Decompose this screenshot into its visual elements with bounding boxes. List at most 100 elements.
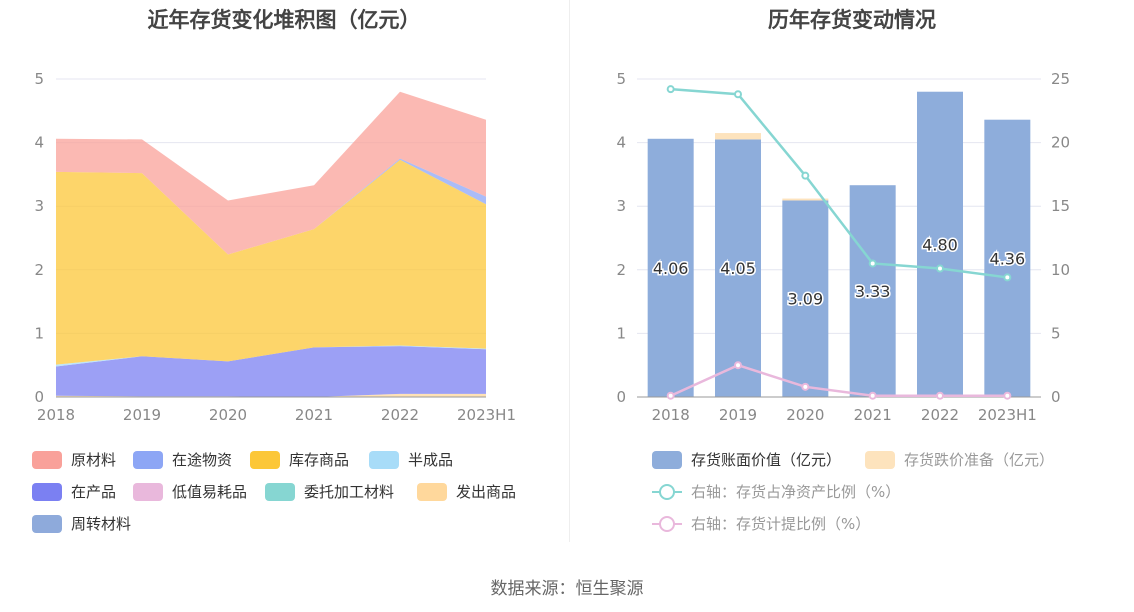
bar-provision bbox=[782, 198, 829, 201]
panel-divider bbox=[569, 0, 570, 542]
right-y-tick-label: 5 bbox=[616, 70, 626, 88]
legend-label: 周转材料 bbox=[71, 515, 132, 533]
right-x-tick-label: 2023H1 bbox=[978, 406, 1037, 424]
point-inventory-ratio bbox=[868, 259, 877, 268]
bar-data-label: 4.05 bbox=[720, 259, 756, 278]
left-x-tick-label: 2019 bbox=[123, 406, 161, 424]
area-库存商品 bbox=[56, 159, 486, 365]
right-y-tick-label: 3 bbox=[616, 197, 626, 215]
bar-book-value bbox=[849, 185, 896, 397]
bar-data-label: 3.33 bbox=[855, 282, 891, 301]
legend-swatch bbox=[32, 450, 62, 469]
right-x-tick-label: 2021 bbox=[854, 406, 892, 424]
right-y2-tick-label: 20 bbox=[1051, 134, 1070, 152]
legend-item-provision-ratio[interactable]: 右轴：存货计提比例（%） bbox=[652, 513, 870, 534]
left-x-tick-label: 2022 bbox=[381, 406, 419, 424]
bar-book-value bbox=[984, 119, 1031, 397]
legend-label: 存货账面价值（亿元） bbox=[691, 451, 842, 469]
left-y-tick-label: 0 bbox=[34, 388, 44, 406]
left-chart-title: 近年存货变化堆积图（亿元） bbox=[147, 8, 421, 32]
point-provision-ratio bbox=[1003, 391, 1012, 400]
bar-provision bbox=[715, 133, 761, 140]
bar-data-label: 4.36 bbox=[990, 249, 1026, 268]
bar-data-label: 4.80 bbox=[922, 235, 958, 254]
legend-item-book-value[interactable]: 存货账面价值（亿元） bbox=[652, 449, 841, 470]
legend-label: 在产品 bbox=[71, 483, 117, 501]
right-x-tick-label: 2019 bbox=[719, 406, 757, 424]
legend-swatch bbox=[133, 450, 163, 469]
left-x-tick-label: 2020 bbox=[209, 406, 247, 424]
point-provision-ratio bbox=[801, 382, 810, 391]
legend-item-在产品[interactable]: 在产品 bbox=[32, 481, 116, 502]
bar-book-value bbox=[715, 139, 761, 398]
legend-label: 原材料 bbox=[71, 451, 117, 469]
left-y-tick-label: 5 bbox=[34, 70, 44, 88]
area-原材料 bbox=[56, 91, 486, 255]
right-y-tick-label: 1 bbox=[616, 324, 626, 342]
legend-item-原材料[interactable]: 原材料 bbox=[32, 449, 116, 470]
legend-item-inventory-ratio[interactable]: 右轴：存货占净资产比例（%） bbox=[652, 481, 900, 502]
right-x-tick-label: 2018 bbox=[652, 406, 690, 424]
left-y-tick-label: 3 bbox=[34, 197, 44, 215]
line-provision-ratio bbox=[670, 363, 1008, 397]
legend-item-发出商品[interactable]: 发出商品 bbox=[417, 481, 516, 502]
point-inventory-ratio bbox=[936, 264, 944, 273]
legend-swatch bbox=[417, 482, 447, 501]
legend-swatch bbox=[865, 450, 895, 469]
legend-swatch bbox=[369, 450, 399, 469]
legend-item-在途物资[interactable]: 在途物资 bbox=[133, 449, 232, 470]
legend-label: 委托加工材料 bbox=[304, 483, 395, 501]
right-y2-tick-label: 15 bbox=[1051, 197, 1070, 215]
point-inventory-ratio bbox=[666, 85, 675, 94]
right-y2-tick-label: 0 bbox=[1051, 388, 1061, 406]
right-y-tick-label: 4 bbox=[616, 134, 626, 152]
line-inventory-ratio bbox=[670, 87, 1008, 279]
left-y-tick-label: 4 bbox=[34, 134, 44, 152]
left-y-tick-label: 1 bbox=[34, 324, 44, 342]
legend-swatch bbox=[133, 482, 163, 501]
right-x-tick-label: 2020 bbox=[786, 406, 824, 424]
point-inventory-ratio bbox=[1003, 273, 1012, 282]
point-provision-ratio bbox=[936, 391, 944, 400]
right-chart-title: 历年存货变动情况 bbox=[768, 8, 936, 32]
legend-label: 存货跌价准备（亿元） bbox=[904, 451, 1055, 469]
area-在产品 bbox=[56, 346, 486, 397]
legend-item-库存商品[interactable]: 库存商品 bbox=[250, 449, 349, 470]
right-y-tick-label: 0 bbox=[616, 388, 626, 406]
legend-label: 库存商品 bbox=[289, 451, 350, 469]
legend-label: 右轴：存货计提比例（%） bbox=[691, 515, 871, 533]
legend-item-provision[interactable]: 存货跌价准备（亿元） bbox=[865, 449, 1054, 470]
source-note: 数据来源：恒生聚源 bbox=[490, 579, 644, 599]
legend-label: 半成品 bbox=[408, 451, 454, 469]
left-x-tick-label: 2023H1 bbox=[457, 406, 516, 424]
legend-item-低值易耗品[interactable]: 低值易耗品 bbox=[133, 481, 247, 502]
right-x-tick-label: 2022 bbox=[921, 406, 959, 424]
point-provision-ratio bbox=[868, 391, 877, 400]
right-y2-tick-label: 5 bbox=[1051, 324, 1061, 342]
legend-label: 在途物资 bbox=[172, 451, 233, 469]
bar-book-value bbox=[917, 91, 963, 397]
legend-label: 低值易耗品 bbox=[172, 483, 248, 501]
legend-swatch bbox=[250, 450, 280, 469]
legend-swatch bbox=[652, 515, 682, 533]
point-provision-ratio bbox=[666, 391, 675, 400]
bar-data-label: 4.06 bbox=[653, 259, 689, 278]
legend-swatch bbox=[265, 482, 295, 501]
left-y-tick-label: 2 bbox=[34, 261, 44, 279]
legend-item-委托加工材料[interactable]: 委托加工材料 bbox=[265, 481, 394, 502]
right-y-tick-label: 2 bbox=[616, 261, 626, 279]
legend-swatch bbox=[32, 514, 62, 533]
point-inventory-ratio bbox=[734, 90, 742, 99]
legend-swatch bbox=[32, 482, 62, 501]
area-半成品 bbox=[56, 345, 486, 367]
left-x-tick-label: 2021 bbox=[295, 406, 333, 424]
legend-item-周转材料[interactable]: 周转材料 bbox=[32, 513, 131, 534]
legend-label: 发出商品 bbox=[456, 483, 517, 501]
legend-label: 右轴：存货占净资产比例（%） bbox=[691, 483, 901, 501]
bar-book-value bbox=[782, 200, 829, 397]
right-y2-tick-label: 25 bbox=[1051, 70, 1070, 88]
point-provision-ratio bbox=[734, 361, 742, 370]
point-inventory-ratio bbox=[801, 171, 810, 180]
legend-item-半成品[interactable]: 半成品 bbox=[369, 449, 453, 470]
right-y2-tick-label: 10 bbox=[1051, 261, 1070, 279]
